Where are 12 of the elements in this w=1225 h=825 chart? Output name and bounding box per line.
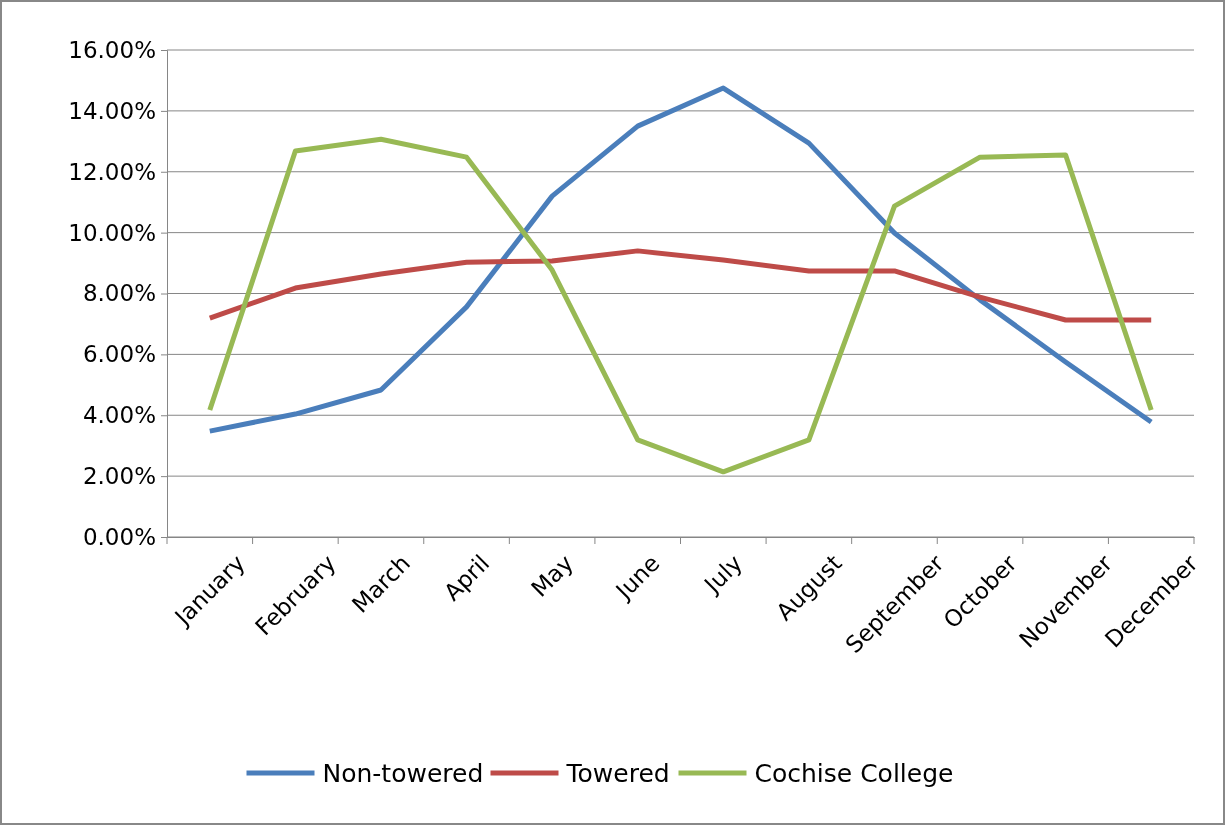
- y-tick-label: 0.00%: [82, 523, 156, 550]
- y-tick-label: 6.00%: [82, 341, 156, 368]
- y-tick-label: 8.00%: [82, 280, 156, 307]
- y-tick-label: 10.00%: [68, 219, 156, 246]
- y-tick-label: 12.00%: [68, 158, 156, 185]
- y-tick-label: 4.00%: [82, 402, 156, 429]
- legend-label: Cochise College: [754, 758, 954, 788]
- y-tick-label: 16.00%: [68, 36, 156, 63]
- y-tick-label: 2.00%: [82, 462, 156, 489]
- legend-label: Towered: [565, 758, 670, 788]
- y-tick-label: 14.00%: [68, 97, 156, 124]
- legend-label: Non-towered: [322, 758, 484, 788]
